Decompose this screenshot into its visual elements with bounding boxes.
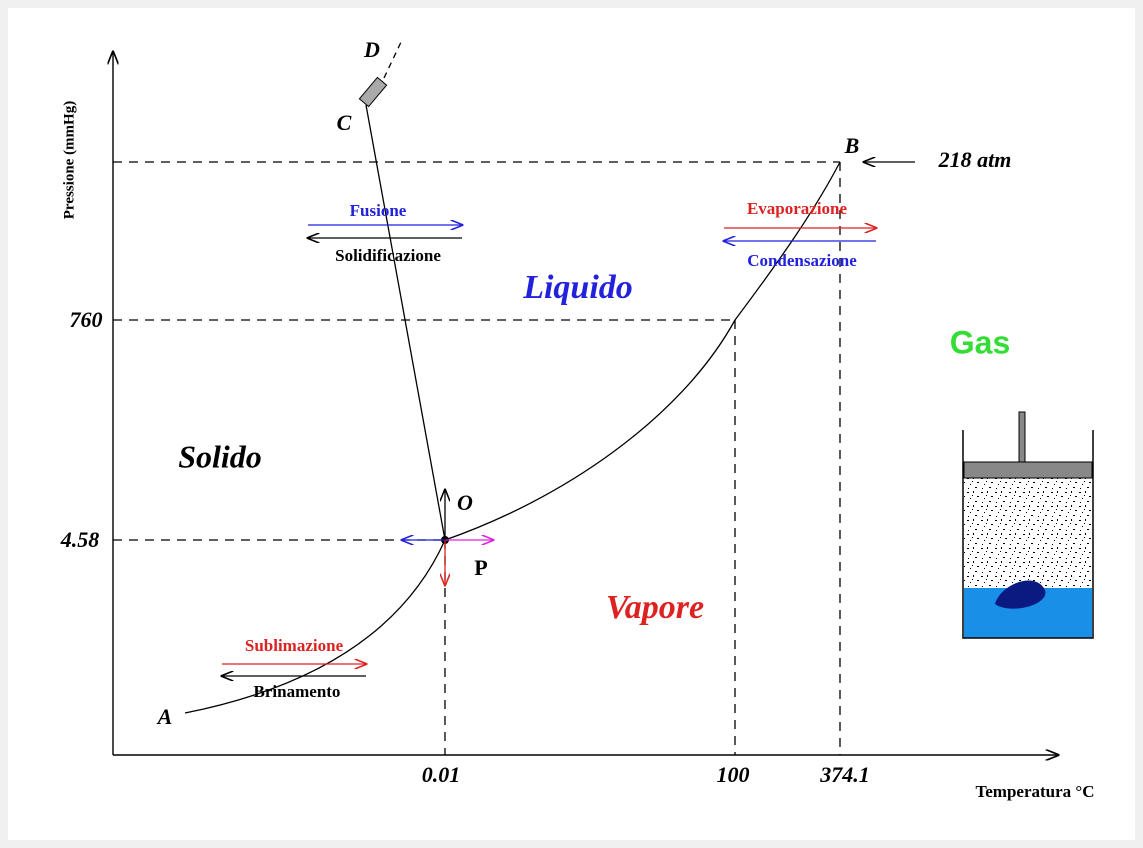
transition-label: Brinamento — [254, 682, 341, 701]
transition-label: Solidificazione — [335, 246, 441, 265]
region-label: Gas — [950, 324, 1010, 360]
point-label: P — [474, 555, 487, 580]
point-label: C — [337, 110, 352, 135]
region-label: Vapore — [606, 589, 704, 626]
transition-label: Fusione — [350, 201, 407, 220]
canvas — [8, 8, 1135, 840]
x-tick-label: 100 — [717, 762, 750, 787]
region-label: Solido — [178, 438, 262, 474]
point-label: O — [457, 490, 473, 515]
y-axis-label: Pressione (mmHg) — [61, 101, 77, 219]
x-axis-label: Temperatura °C — [975, 782, 1094, 801]
annotation: 218 atm — [938, 147, 1012, 172]
x-tick-label: 374.1 — [819, 762, 870, 787]
transition-label: Condensazione — [747, 251, 857, 270]
transition-label: Sublimazione — [245, 636, 344, 655]
transition-label: Evaporazione — [747, 199, 848, 218]
point-label: D — [363, 37, 380, 62]
region-label: Liquido — [522, 269, 633, 306]
y-tick-label: 4.58 — [60, 527, 100, 552]
x-tick-label: 0.01 — [422, 762, 461, 787]
point-label: B — [844, 133, 860, 158]
y-tick-label: 760 — [70, 307, 103, 332]
phase-diagram: Pressione (mmHg) Temperatura °C 760 4.58… — [0, 0, 1143, 848]
point-label: A — [156, 704, 173, 729]
